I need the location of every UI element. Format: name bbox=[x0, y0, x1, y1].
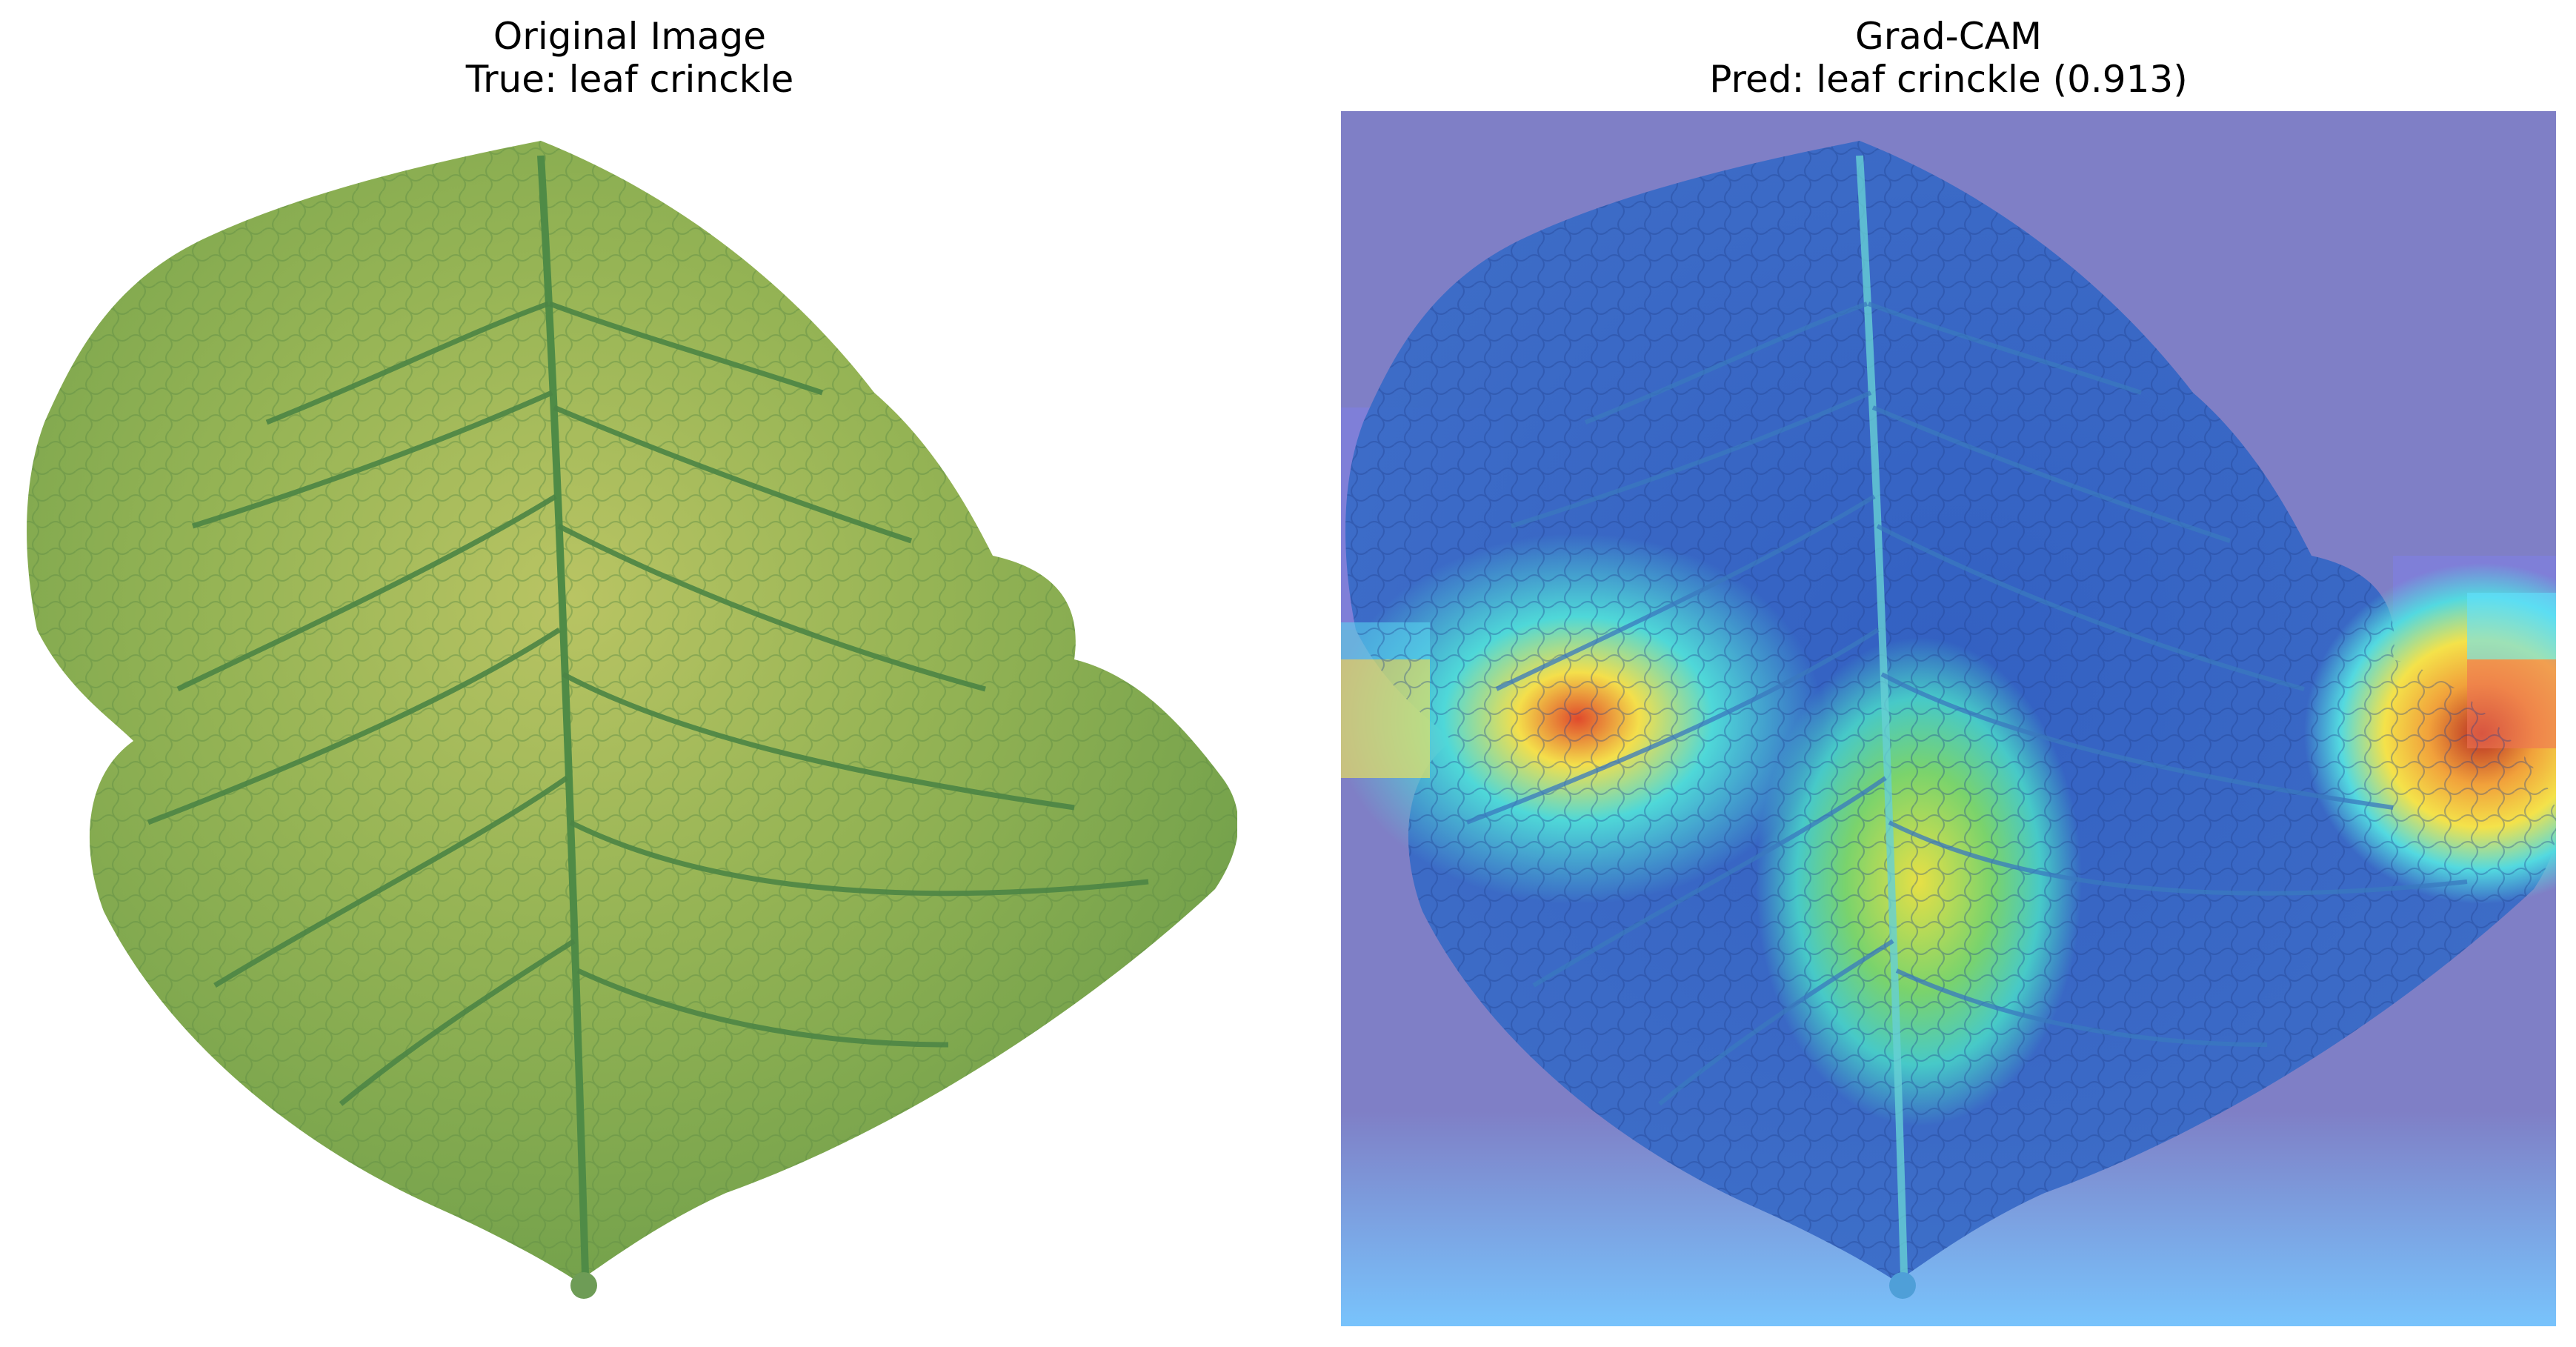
gradcam-prediction-label: Pred: leaf crinckle (0.913) bbox=[1709, 58, 2188, 101]
leaf-illustration bbox=[27, 141, 1237, 1299]
original-image-title-line1: Original Image bbox=[493, 15, 767, 58]
original-leaf-image bbox=[22, 111, 1237, 1326]
gradcam-title: Grad-CAM Pred: leaf crinckle (0.913) bbox=[1341, 15, 2556, 101]
original-image-true-label: True: leaf crinckle bbox=[465, 58, 794, 101]
gradcam-overlay bbox=[1341, 111, 2556, 1326]
gradcam-heatmap-image bbox=[1341, 111, 2556, 1326]
original-image-title: Original Image True: leaf crinckle bbox=[22, 15, 1237, 101]
gradcam-title-line1: Grad-CAM bbox=[1855, 15, 2042, 58]
